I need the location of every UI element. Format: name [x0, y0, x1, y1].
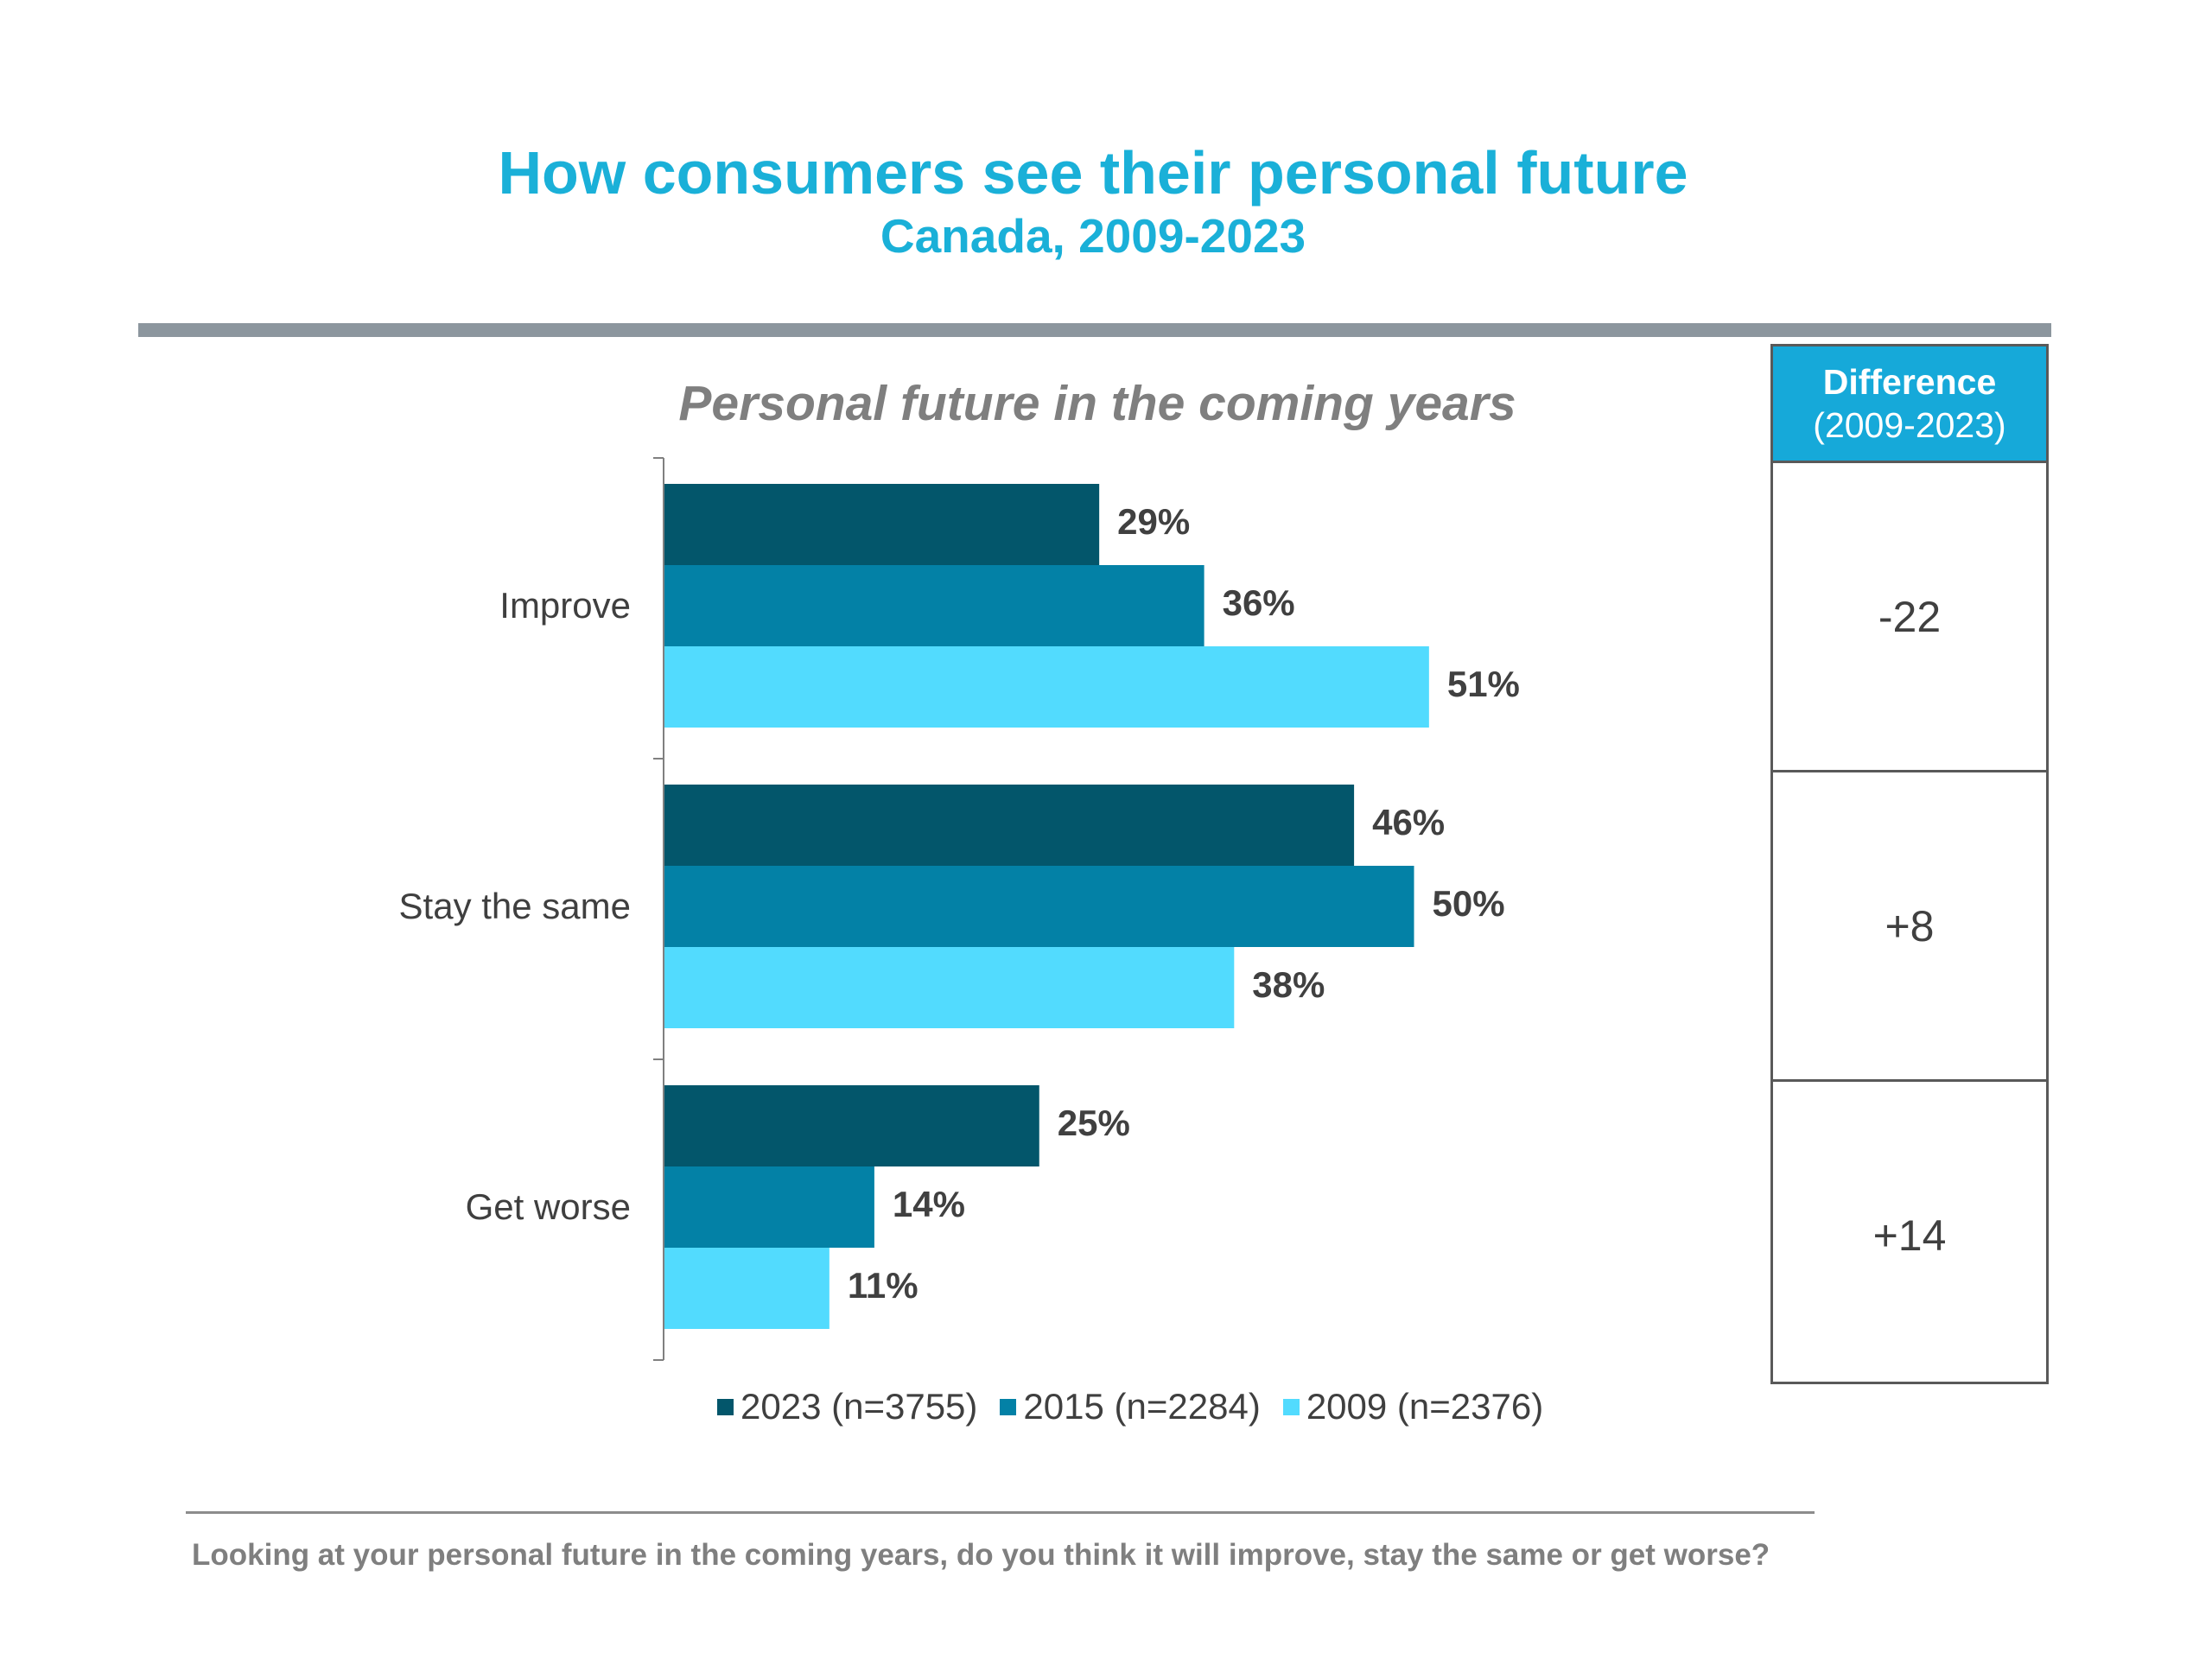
difference-table-header: Difference (2009-2023): [1773, 346, 2046, 461]
chart-title: Personal future in the coming years: [678, 376, 1516, 431]
bar: [664, 565, 1205, 646]
category-label: Improve: [499, 585, 631, 626]
legend-swatch: [1282, 1398, 1300, 1415]
data-label: 38%: [1252, 964, 1325, 1005]
difference-cell-improve: -22: [1773, 461, 2046, 770]
legend-item: 2023 (n=3755): [717, 1385, 977, 1428]
difference-header-title: Difference: [1822, 362, 1997, 402]
bar: [664, 785, 1355, 866]
data-label: 51%: [1447, 664, 1520, 704]
bar: [664, 1166, 874, 1248]
difference-cell-get-worse: +14: [1773, 1079, 2046, 1389]
legend-label: 2015 (n=2284): [1023, 1386, 1261, 1427]
data-label: 25%: [1058, 1103, 1130, 1143]
top-rule: [138, 323, 2051, 337]
difference-cell-stay-the-same: +8: [1773, 770, 2046, 1079]
page-subtitle: Canada, 2009-2023: [880, 209, 1306, 263]
data-label: 46%: [1372, 802, 1445, 842]
bar: [664, 484, 1100, 565]
page-title: How consumers see their personal future: [498, 139, 1688, 207]
legend-label: 2023 (n=3755): [741, 1386, 978, 1427]
data-label: 11%: [848, 1265, 918, 1306]
difference-header-subtitle: (2009-2023): [1813, 405, 2006, 445]
data-label: 50%: [1433, 883, 1505, 924]
bar: [664, 866, 1414, 947]
bar: [664, 947, 1235, 1028]
legend-label: 2009 (n=2376): [1306, 1386, 1544, 1427]
bar: [664, 1085, 1039, 1166]
category-label: Stay the same: [399, 886, 631, 926]
data-label: 29%: [1117, 501, 1190, 542]
legend-item: 2009 (n=2376): [1282, 1385, 1544, 1428]
bottom-rule: [186, 1511, 1815, 1514]
category-label: Get worse: [466, 1186, 631, 1227]
data-label: 14%: [893, 1184, 965, 1224]
chart-legend: 2023 (n=3755) 2015 (n=2284) 2009 (n=2376…: [717, 1385, 1566, 1428]
data-label: 36%: [1223, 582, 1295, 623]
difference-table: Difference (2009-2023) -22 +8 +14: [1770, 344, 2049, 1384]
legend-item: 2015 (n=2284): [1000, 1385, 1261, 1428]
legend-swatch: [717, 1398, 734, 1415]
footnote: Looking at your personal future in the c…: [192, 1538, 1770, 1572]
bar: [664, 646, 1429, 728]
bar: [664, 1248, 830, 1329]
legend-swatch: [1000, 1398, 1017, 1415]
